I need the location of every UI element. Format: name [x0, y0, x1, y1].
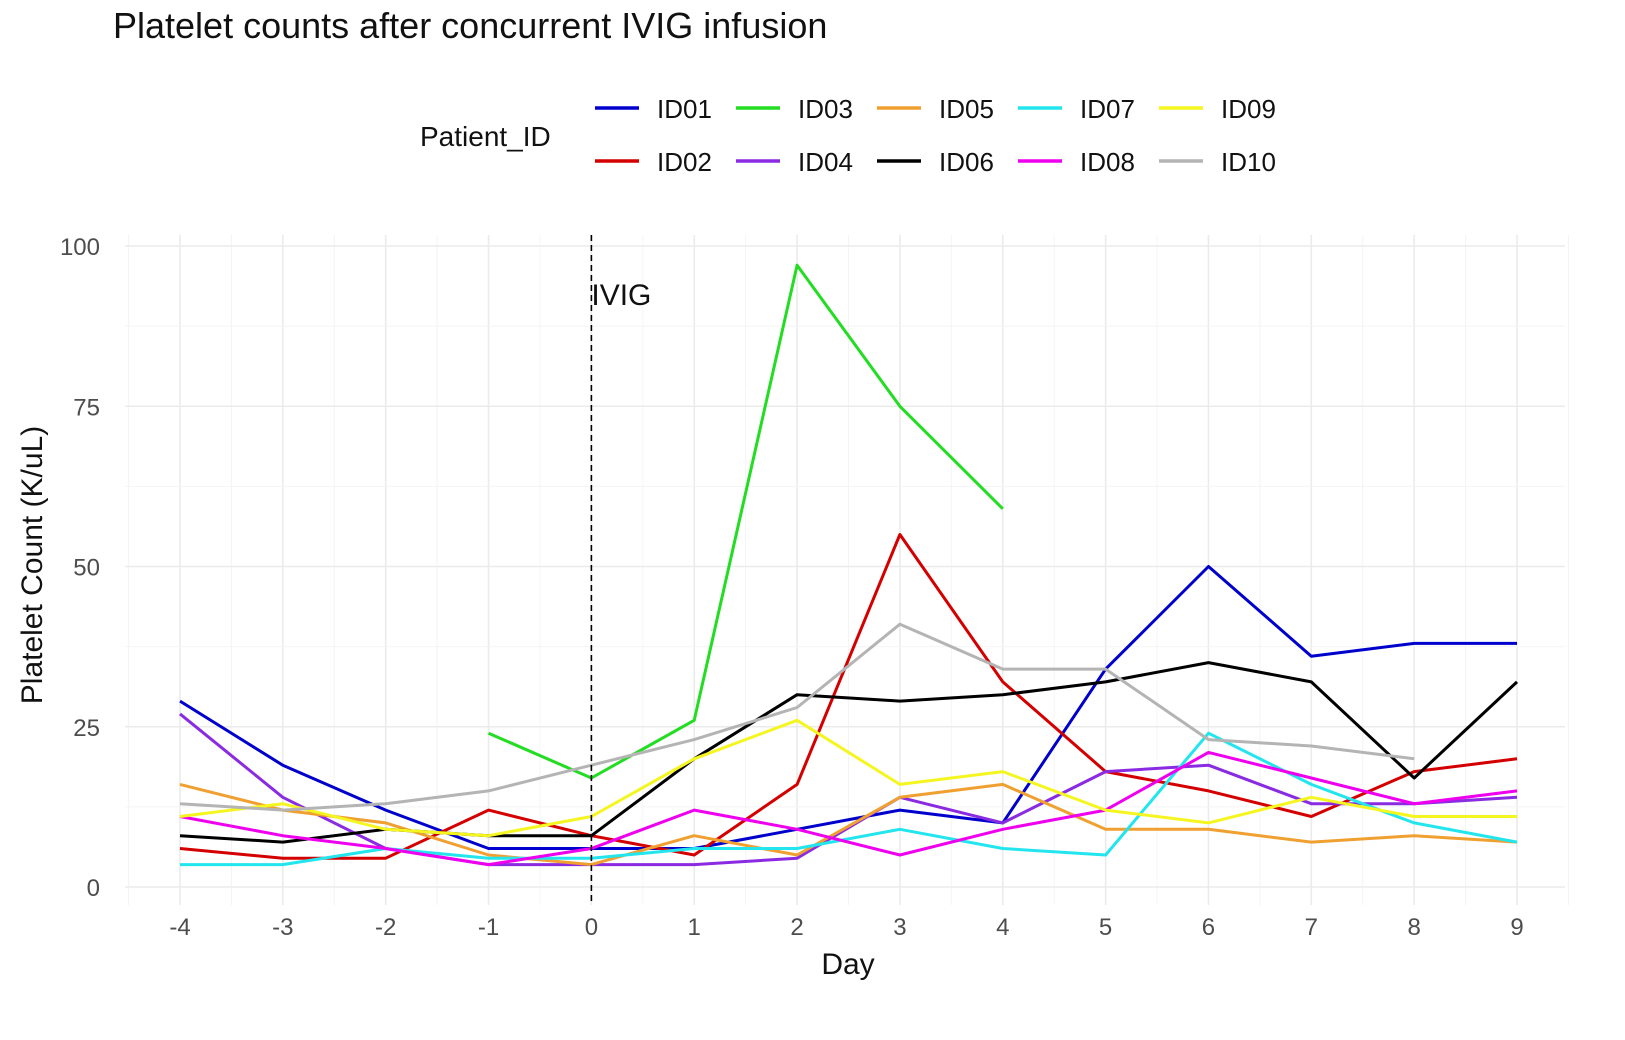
series-line-id09: [179, 718, 1517, 838]
x-tick-label: 0: [585, 914, 598, 941]
y-axis-label: Platelet Count (K/uL): [16, 426, 49, 704]
legend-label: ID01: [657, 94, 712, 124]
x-tick-label: 7: [1305, 914, 1318, 941]
x-tick-label: 1: [688, 914, 701, 941]
legend-label: ID02: [657, 147, 712, 177]
legend-label: ID05: [939, 94, 994, 124]
y-tick-label: 0: [87, 875, 100, 902]
series-line-id10: [179, 622, 1415, 812]
series-line-id08: [179, 750, 1518, 867]
y-tick-label: 75: [73, 394, 100, 421]
ivig-annotation: IVIG: [591, 279, 651, 312]
legend-title: Patient_ID: [420, 121, 551, 152]
x-tick-label: -3: [272, 914, 293, 941]
legend-label: ID07: [1080, 94, 1135, 124]
x-axis-label: Day: [821, 948, 874, 981]
x-tick-label: 3: [893, 914, 906, 941]
x-tick-label: -1: [478, 914, 499, 941]
x-tick-label: 4: [996, 914, 1009, 941]
y-tick-label: 25: [73, 715, 100, 742]
x-tick-label: 9: [1510, 914, 1523, 941]
series-lines: [179, 263, 1519, 867]
series-line-id01: [179, 565, 1517, 850]
x-tick-label: 2: [790, 914, 803, 941]
grid: [125, 235, 1569, 905]
x-tick-label: 5: [1099, 914, 1112, 941]
x-tick-label: 8: [1407, 914, 1420, 941]
legend-label: ID08: [1080, 147, 1135, 177]
y-tick-label: 50: [73, 555, 100, 582]
chart-title: Platelet counts after concurrent IVIG in…: [113, 5, 827, 46]
legend-label: ID03: [798, 94, 853, 124]
legend-label: ID10: [1221, 147, 1276, 177]
legend-label: ID06: [939, 147, 994, 177]
legend: ID01 ID02 ID03 ID04 ID05 ID06 ID07 ID08 ID09 ID10: [595, 94, 1276, 177]
x-tick-label: -4: [169, 914, 190, 941]
legend-label: ID04: [798, 147, 853, 177]
legend-label: ID09: [1221, 94, 1276, 124]
x-tick-label: -2: [375, 914, 396, 941]
x-tick-label: 6: [1202, 914, 1215, 941]
series-line-id05: [179, 782, 1518, 867]
y-tick-label: 100: [60, 234, 100, 261]
